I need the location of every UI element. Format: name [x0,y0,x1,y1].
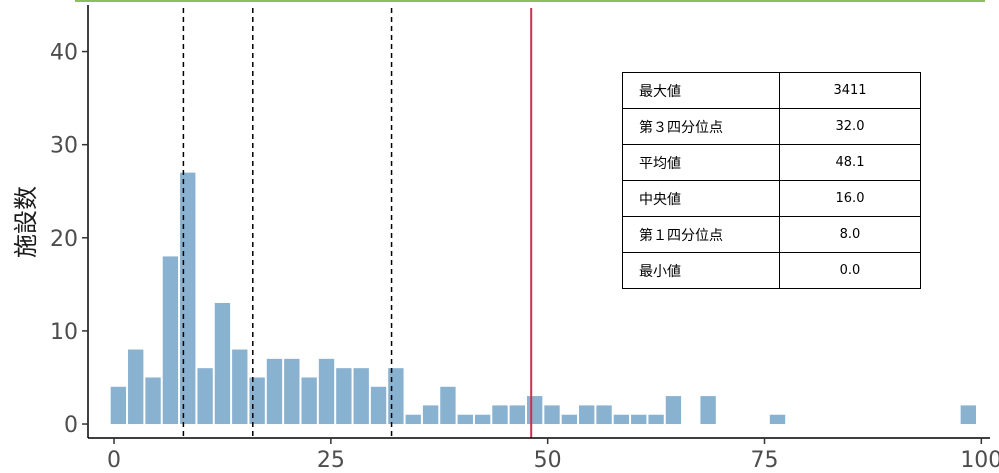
stats-value: 32.0 [779,108,921,145]
y-tick-label: 20 [50,227,78,252]
stats-label: 第３四分位点 [622,108,780,145]
stats-row: 最小値 0.0 [622,252,921,289]
histogram-bar [544,405,560,425]
histogram-bar [266,358,283,425]
stats-row: 第１四分位点 8.0 [622,216,921,253]
y-tick-label: 30 [50,134,78,159]
stats-row: 平均値 48.1 [622,144,921,181]
histogram-bar [561,414,578,425]
histogram-bar [110,386,127,425]
y-tick-label: 10 [50,320,78,345]
histogram-bar [665,396,682,425]
stats-label: 第１四分位点 [622,216,780,253]
histogram-bar [301,377,317,425]
histogram-bar [180,172,196,425]
stats-value: 16.0 [779,180,921,217]
stats-value: 48.1 [779,144,921,181]
histogram-bar [474,414,491,425]
x-tick-label: 100 [960,448,999,473]
histogram-bar [648,414,664,425]
histogram-bar [214,302,231,425]
histogram-bar [353,368,369,425]
histogram-bar [613,414,630,425]
histogram-bar [370,386,387,425]
y-tick-label: 0 [64,413,78,438]
histogram-bar [162,256,179,425]
histogram-bar [440,386,456,425]
histogram-bar [336,368,352,425]
y-tick-label: 40 [50,41,78,66]
stats-row: 最大値 3411 [622,72,921,109]
histogram-bar [579,405,595,425]
histogram-bar [769,414,786,425]
stats-label: 中央値 [622,180,780,217]
summary-statistics-table: 最大値 3411 第３四分位点 32.0 平均値 48.1 中央値 16.0 第１四分位点 8.0… [622,72,921,289]
stats-row: 第３四分位点 32.0 [622,108,921,145]
histogram-bar [960,405,976,425]
x-tick-label: 50 [534,448,562,473]
histogram-bar [318,358,335,425]
y-axis-title: 施設数 [12,186,40,258]
stats-row: 中央値 16.0 [622,180,921,217]
histogram-bar [631,414,647,425]
histogram-bar [128,349,144,425]
histogram-bar [596,405,612,425]
stats-value: 3411 [779,72,921,109]
histogram-bar [284,358,300,425]
histogram-bar [700,396,716,425]
histogram-bar [405,414,421,425]
stats-label: 最大値 [622,72,780,109]
histogram-bar [526,396,543,425]
histogram-bar [388,368,404,425]
histogram-bar [145,377,161,425]
histogram-bar [232,349,248,425]
stats-value: 8.0 [779,216,921,253]
histogram-bar [492,405,508,425]
histogram-bar [509,405,525,425]
histogram-bar [197,368,213,425]
x-tick-label: 0 [107,448,121,473]
stats-label: 最小値 [622,252,780,289]
x-tick-label: 75 [751,448,779,473]
stats-label: 平均値 [622,144,780,181]
x-tick-label: 25 [317,448,345,473]
stats-value: 0.0 [779,252,921,289]
histogram-bar [422,405,439,425]
histogram-bar [249,377,265,425]
histogram-bar [457,414,473,425]
